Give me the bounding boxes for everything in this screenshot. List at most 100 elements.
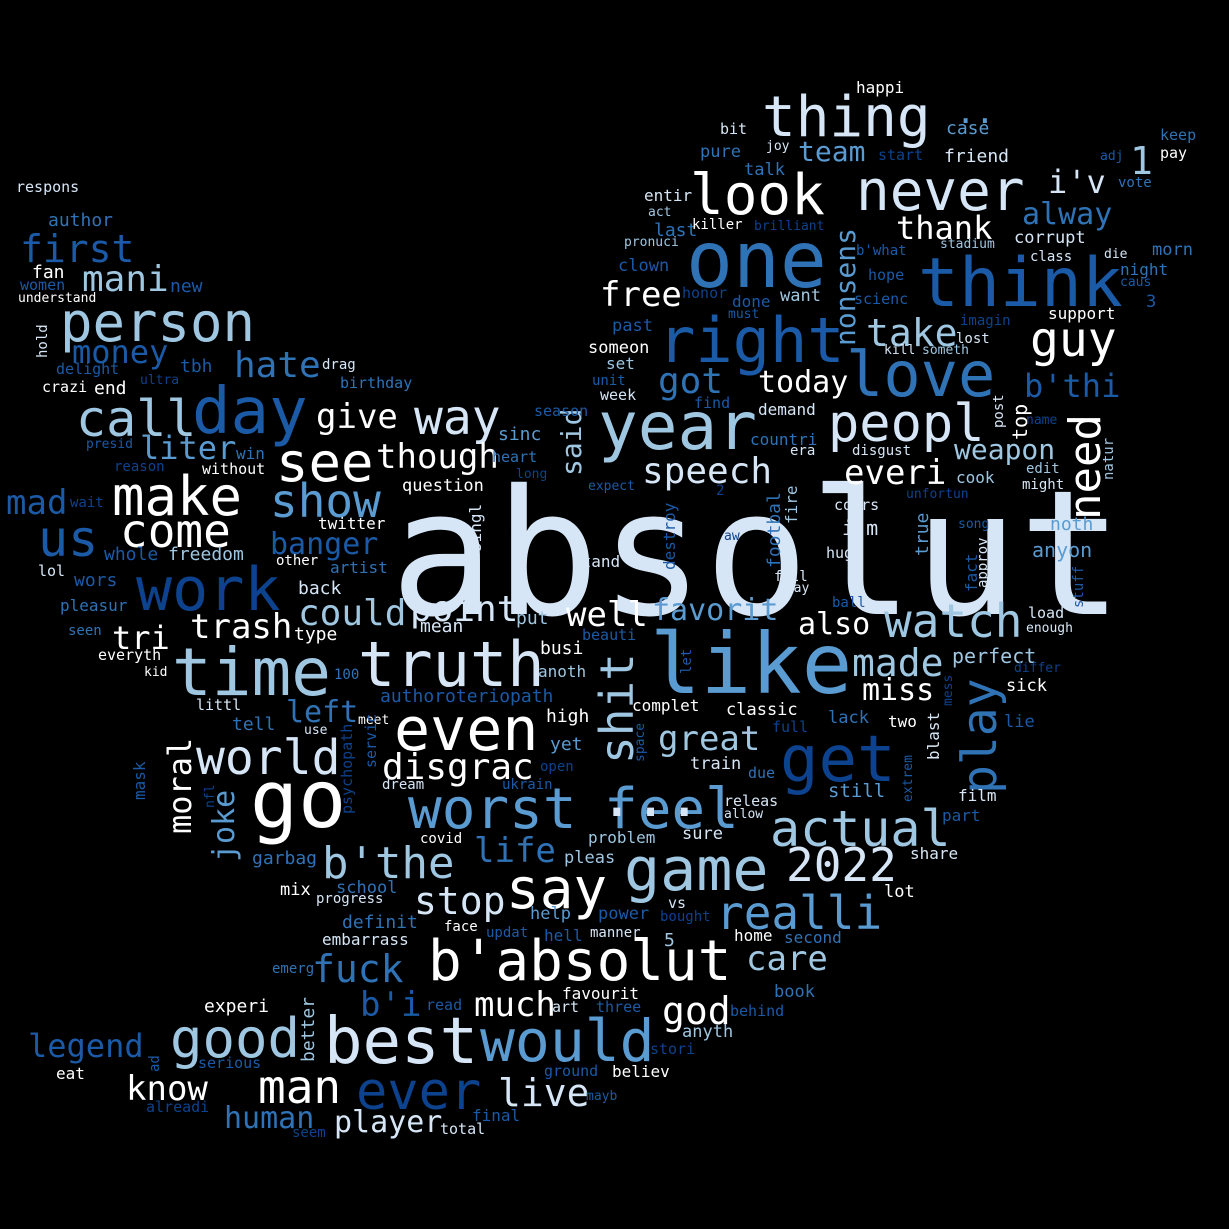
word-pure: pure: [700, 142, 741, 162]
word-expect: expect: [588, 479, 635, 494]
word-three: three: [596, 998, 642, 1016]
word-sick: sick: [1006, 676, 1047, 696]
word-film: film: [958, 786, 997, 805]
word-honor: honor: [682, 284, 728, 302]
word-realli: realli: [716, 886, 883, 940]
word-trash: trash: [190, 607, 293, 647]
word-artist: artist: [330, 558, 388, 577]
word-anyon: anyon: [1032, 538, 1093, 562]
word-back: back: [298, 578, 342, 599]
word-share: share: [910, 844, 959, 863]
word-person: person: [60, 291, 256, 354]
word-time: time: [172, 634, 331, 711]
word-win: win: [236, 444, 265, 463]
word-pay: pay: [1160, 144, 1188, 162]
word-great: great: [658, 719, 761, 759]
word-heart: heart: [492, 448, 538, 466]
word-absolut: absolut: [390, 453, 1124, 656]
word-god: god: [662, 989, 731, 1033]
word-take: take: [866, 311, 958, 355]
word-know: know: [126, 1069, 208, 1109]
word-good: good: [170, 1007, 301, 1070]
word-problem: problem: [588, 828, 656, 847]
word-way: way: [414, 390, 501, 446]
word-thing: thing: [762, 85, 931, 150]
word-respons: respons: [16, 178, 80, 196]
word-allow: allow: [724, 807, 764, 822]
word-entir: entir: [644, 186, 693, 205]
word-lol: lol: [38, 562, 66, 580]
word-end: end: [94, 378, 127, 399]
word-truth: truth: [358, 628, 545, 701]
word-classic: classic: [726, 700, 798, 720]
word-mad: mad: [6, 483, 68, 523]
word-killer: killer: [692, 217, 743, 233]
word-better: better: [298, 996, 319, 1062]
word-favourit: favourit: [562, 984, 640, 1003]
word-want: want: [780, 286, 821, 306]
word-beauti: beauti: [582, 626, 637, 644]
word-1: 1: [1130, 139, 1153, 183]
word-someth: someth: [922, 343, 969, 358]
word-miss: miss: [862, 673, 935, 708]
word-space: space: [633, 722, 648, 762]
word-littl: littl: [196, 696, 242, 714]
word-moral: moral: [161, 737, 199, 834]
word-delight: delight: [56, 360, 120, 378]
word-final: final: [472, 1106, 521, 1125]
word-player: player: [334, 1105, 443, 1140]
word-man: man: [258, 1060, 342, 1114]
word-would: would: [480, 1007, 655, 1075]
word-money: money: [72, 333, 169, 371]
word-i-m: i'm: [842, 516, 879, 540]
word-edit: edit: [1026, 461, 1060, 477]
word-joy: joy: [766, 139, 790, 154]
word-dream: dream: [382, 777, 425, 793]
word-ball: ball: [832, 595, 866, 611]
word-fire: fire: [782, 485, 801, 524]
word-unfortun: unfortun: [906, 487, 969, 502]
word-actual: actual: [770, 800, 951, 858]
word-even: even: [394, 695, 539, 765]
word-demand: demand: [758, 400, 816, 419]
word-give: give: [316, 397, 398, 437]
word-talk: talk: [744, 160, 785, 180]
word-still: still: [828, 780, 886, 802]
word-speech: speech: [642, 451, 773, 492]
word-experi: experi: [204, 996, 270, 1017]
word-say: say: [506, 857, 608, 922]
word-covid: covid: [420, 831, 463, 847]
word-believ: believ: [612, 1062, 670, 1081]
word-past: past: [612, 316, 653, 336]
word-dots3: ...: [600, 765, 702, 830]
word-manner: manner: [590, 925, 641, 941]
word-mayb: mayb: [586, 1089, 618, 1104]
word-scienc: scienc: [854, 290, 909, 308]
word-power: power: [598, 904, 650, 924]
word-perfect: perfect: [952, 644, 1037, 668]
word-care: care: [746, 939, 828, 979]
word-full: full: [772, 718, 809, 736]
word-stori: stori: [650, 1040, 696, 1058]
word-stuff: stuff: [1071, 565, 1087, 608]
word-cook: cook: [956, 468, 995, 487]
word-start: start: [878, 146, 924, 164]
word-support: support: [1048, 304, 1116, 323]
word-sure: sure: [682, 824, 723, 844]
word-extrem: extrem: [901, 755, 916, 802]
word-pleas: pleas: [564, 848, 616, 868]
word-adj: adj: [1100, 149, 1124, 164]
word-show: show: [270, 474, 381, 528]
word-corrupt: corrupt: [1014, 228, 1086, 248]
word-wait: wait: [70, 495, 104, 511]
word-hell: hell: [544, 926, 583, 945]
word-live: live: [498, 1071, 590, 1115]
word-peopl: peopl: [828, 394, 985, 454]
word-meet: meet: [358, 713, 390, 728]
word-song: song: [958, 517, 990, 532]
word-hope: hope: [868, 266, 905, 284]
word-servic: servic: [362, 713, 380, 768]
word-name: name: [1026, 413, 1058, 428]
word-dots2: ..: [956, 93, 995, 131]
word-think: think: [918, 244, 1123, 323]
